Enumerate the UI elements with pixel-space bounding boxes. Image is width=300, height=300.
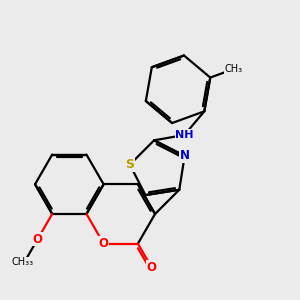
Text: CH₃: CH₃	[15, 257, 33, 267]
Text: CH₃: CH₃	[224, 64, 242, 74]
Text: CH₃: CH₃	[11, 257, 29, 267]
Text: O: O	[99, 237, 109, 250]
Text: O: O	[33, 233, 43, 246]
Text: NH: NH	[175, 130, 194, 140]
Text: N: N	[180, 149, 190, 162]
Text: O: O	[147, 261, 157, 274]
Text: S: S	[125, 158, 134, 171]
